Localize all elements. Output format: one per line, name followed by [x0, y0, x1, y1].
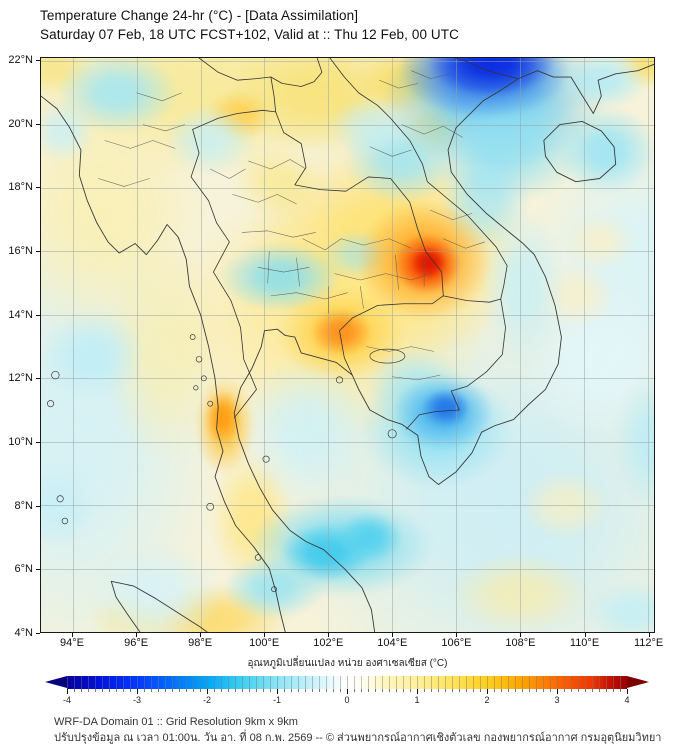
anomaly-blob	[564, 213, 635, 271]
x-axis-tick	[520, 633, 522, 637]
x-axis-tick-label: 112°E	[633, 637, 664, 649]
anomaly-blob	[555, 105, 654, 195]
colorbar-tick-label: 4	[624, 695, 630, 705]
anomaly-blob	[411, 246, 447, 279]
anomaly-blob	[88, 543, 223, 632]
y-axis-tick-label: 16°N	[8, 245, 33, 258]
footer-domain-info: WRF-DA Domain 01 :: Grid Resolution 9km …	[54, 716, 298, 728]
y-axis-tick	[36, 442, 40, 444]
colorbar-tick-label: 1	[414, 695, 420, 705]
x-axis-tick	[584, 633, 586, 637]
y-axis-tick	[36, 633, 40, 634]
anomaly-blob	[449, 552, 591, 632]
y-axis-tick-label: 10°N	[8, 436, 33, 449]
colorbar-major-ticks	[67, 689, 628, 694]
y-axis-tick-label: 8°N	[14, 499, 33, 512]
y-axis-tick	[36, 569, 40, 571]
anomaly-blob	[41, 311, 144, 401]
y-axis-tick-label: 4°N	[14, 627, 33, 639]
x-axis-tick	[648, 633, 650, 637]
x-axis-tick	[200, 633, 202, 637]
anomaly-blob	[337, 511, 402, 563]
x-axis-tick	[392, 633, 394, 637]
x-axis-tick-label: 110°E	[569, 637, 600, 649]
x-axis-tick-label: 102°E	[313, 637, 344, 649]
header: Temperature Change 24-hr (°C) - [Data As…	[40, 6, 459, 44]
anomaly-blob	[165, 105, 255, 176]
y-axis-tick-label: 18°N	[8, 181, 33, 194]
x-axis-tick	[328, 633, 330, 637]
colorbar-left-arrow	[45, 676, 67, 688]
x-axis-tick-label: 104°E	[377, 637, 408, 649]
x-axis-tick-label: 100°E	[249, 637, 280, 649]
colorbar-tick-label: -4	[62, 695, 72, 705]
anomaly-blob	[205, 390, 241, 445]
y-axis-tick	[36, 123, 40, 125]
colorbar-label: อุณหภูมิเปลี่ยนแปลง หน่วย องศาเซลเซียส (…	[247, 658, 448, 669]
x-axis-tick	[72, 633, 74, 637]
anomaly-blob	[519, 470, 610, 541]
y-axis-tick	[36, 505, 40, 507]
anomaly-blob	[422, 389, 471, 428]
anomaly-blob	[310, 308, 372, 357]
colorbar-tick-label: -2	[202, 695, 212, 705]
x-axis-tick-label: 108°E	[505, 637, 536, 649]
y-axis-tick	[36, 314, 40, 316]
x-axis-tick	[136, 633, 138, 637]
y-axis-tick	[36, 187, 40, 189]
colorbar: -4 -3 -2 -1 0 1 2 3 4	[40, 676, 655, 708]
x-axis-tick-label: 106°E	[441, 637, 472, 649]
temperature-anomaly-field	[41, 58, 654, 632]
map-plot	[40, 57, 655, 633]
anomaly-blob	[222, 555, 326, 620]
y-axis-tick	[36, 378, 40, 380]
colorbar-gradient-bar	[67, 676, 627, 689]
x-axis-tick-label: 94°E	[60, 637, 85, 649]
x-axis-tick-label: 96°E	[124, 637, 149, 649]
x-axis-tick-label: 98°E	[188, 637, 213, 649]
colorbar-tick-label: 2	[484, 695, 490, 705]
colorbar-tick-label: -3	[132, 695, 142, 705]
x-axis-tick	[264, 633, 266, 637]
y-axis-tick-label: 22°N	[8, 54, 33, 67]
y-axis-tick-label: 14°N	[8, 308, 33, 321]
y-axis-tick-label: 12°N	[8, 372, 33, 385]
colorbar-tick-label: 0	[344, 695, 350, 705]
anomaly-blob	[481, 207, 565, 366]
y-axis-tick-label: 6°N	[14, 563, 33, 576]
page-title: Temperature Change 24-hr (°C) - [Data As…	[40, 8, 359, 23]
page-subtitle: Saturday 07 Feb, 18 UTC FCST+102, Valid …	[40, 27, 459, 42]
footer-update-info: ปรับปรุงข้อมูล ณ เวลา 01:00น. วัน อา. ที…	[54, 732, 662, 744]
y-axis-tick-label: 20°N	[8, 117, 33, 130]
colorbar-right-arrow	[627, 676, 649, 688]
footer: WRF-DA Domain 01 :: Grid Resolution 9km …	[54, 714, 661, 746]
colorbar-tick-label: -1	[272, 695, 282, 705]
x-axis-tick	[456, 633, 458, 637]
y-axis-tick	[36, 251, 40, 253]
colorbar-tick-label: 3	[554, 695, 560, 705]
y-axis-tick	[36, 60, 40, 62]
